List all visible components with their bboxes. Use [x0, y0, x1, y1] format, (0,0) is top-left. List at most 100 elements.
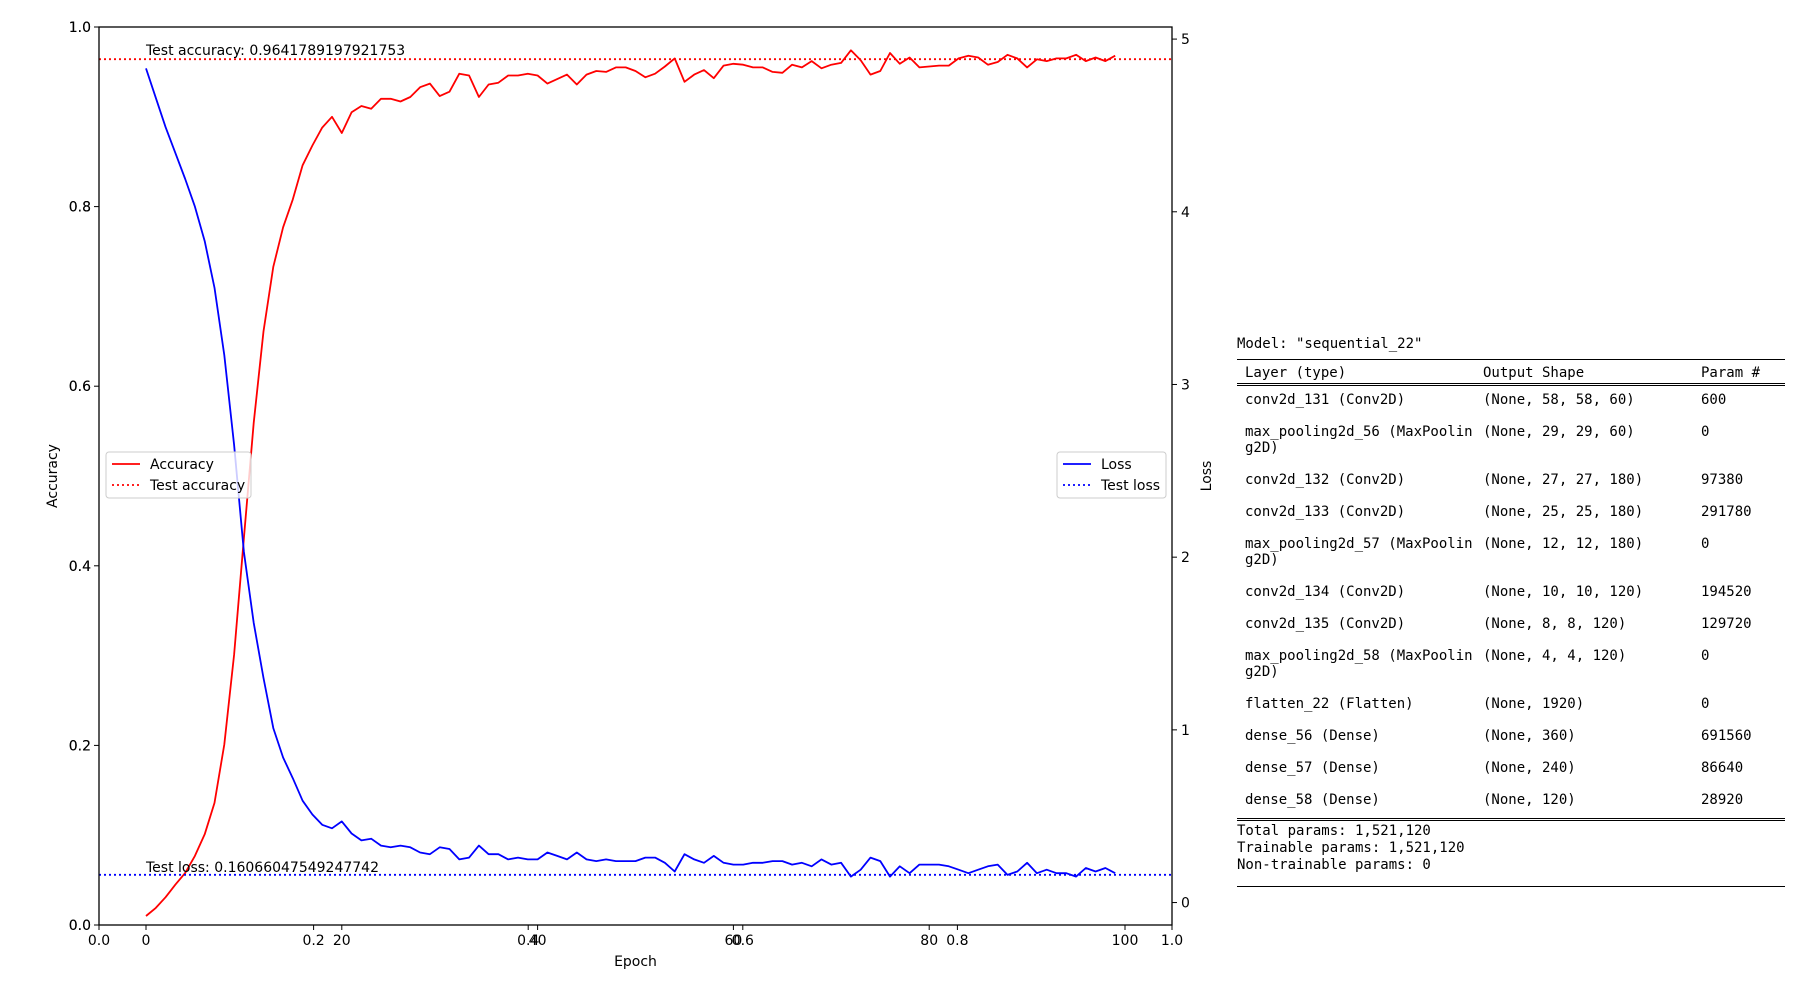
summary-rule-end [1237, 886, 1785, 887]
layer-output-shape: (None, 29, 29, 60) [1483, 424, 1635, 440]
y-left-tick-label: 0.6 [69, 379, 91, 395]
header-layer-type: Layer (type) [1245, 365, 1347, 381]
layer-output-shape: (None, 240) [1483, 760, 1576, 776]
layer-output-shape: (None, 360) [1483, 728, 1576, 744]
test-accuracy-annotation: Test accuracy: 0.9641789197921753 [145, 43, 405, 59]
y-right-axis-label: Loss [1199, 461, 1215, 492]
layer-param-count: 0 [1701, 424, 1710, 440]
x-tick-label: 20 [333, 933, 351, 949]
layer-name: conv2d_134 (Conv2D) [1245, 584, 1406, 600]
overlay-x-tick-label: 0.8 [946, 933, 968, 949]
layer-name: conv2d_133 (Conv2D) [1245, 504, 1406, 520]
loss-line [145, 68, 1116, 878]
legend-right: Loss Test loss [1056, 451, 1167, 499]
summary-layer-row: flatten_22 (Flatten) (None, 1920) 0 [1237, 680, 1785, 712]
legend-label: Test loss [1100, 478, 1160, 494]
y-left-axis-label: Accuracy [45, 444, 61, 508]
layer-param-count: 0 [1701, 648, 1710, 664]
layer-name: conv2d_135 (Conv2D) [1245, 616, 1406, 632]
x-tick-label: 100 [1112, 933, 1139, 949]
layer-name: conv2d_132 (Conv2D) [1245, 472, 1406, 488]
test-loss-annotation: Test loss: 0.16066047549247742 [145, 860, 379, 876]
layer-param-count: 28920 [1701, 792, 1744, 808]
model-title: Model: "sequential_22" [1237, 336, 1423, 352]
layer-param-count: 86640 [1701, 760, 1744, 776]
overlay-x-tick-label: 0.0 [88, 933, 110, 949]
summary-layer-row: conv2d_134 (Conv2D) (None, 10, 10, 120) 19… [1237, 568, 1785, 600]
layer-output-shape: (None, 1920) [1483, 696, 1585, 712]
legend-box [105, 451, 252, 499]
y-left-tick-label: 0.0 [69, 918, 91, 934]
x-axis-label: Epoch [614, 954, 657, 970]
layer-output-shape: (None, 27, 27, 180) [1483, 472, 1644, 488]
summary-layer-row: dense_56 (Dense) (None, 360) 691560 [1237, 712, 1785, 744]
layer-output-shape: (None, 25, 25, 180) [1483, 504, 1644, 520]
total-params: Total params: 1,521,120 [1237, 823, 1431, 839]
layer-param-count: 194520 [1701, 584, 1752, 600]
summary-layer-row: conv2d_132 (Conv2D) (None, 27, 27, 180) 97… [1237, 456, 1785, 488]
y-left-tick-label: 0.8 [69, 200, 91, 216]
legend-label: Accuracy [150, 457, 214, 473]
non-trainable-params: Non-trainable params: 0 [1237, 857, 1431, 873]
layer-output-shape: (None, 8, 8, 120) [1483, 616, 1627, 632]
layer-output-shape: (None, 4, 4, 120) [1483, 648, 1627, 664]
legend-label: Test accuracy [149, 478, 245, 494]
header-param-count: Param # [1701, 365, 1761, 381]
layer-name: dense_57 (Dense) [1245, 760, 1380, 776]
y-left-tick-label: 1.0 [69, 20, 91, 36]
summary-layer-row: max_pooling2d_58 (MaxPoolin g2D) (None, 4… [1237, 632, 1785, 680]
summary-layer-row: conv2d_131 (Conv2D) (None, 58, 58, 60) 600 [1237, 388, 1785, 408]
layer-name: conv2d_131 (Conv2D) [1245, 392, 1406, 408]
summary-rule-top [1237, 359, 1785, 360]
y-right-tick-label: 4 [1181, 205, 1190, 221]
layer-param-count: 0 [1701, 536, 1710, 552]
y-right-tick-label: 0 [1181, 896, 1190, 912]
summary-table: Layer (type) Output Shape Param # [1237, 362, 1785, 383]
summary-layer-row: conv2d_135 (Conv2D) (None, 8, 8, 120) 1297… [1237, 600, 1785, 632]
layer-output-shape: (None, 58, 58, 60) [1483, 392, 1635, 408]
layer-name: max_pooling2d_58 (MaxPoolin g2D) [1245, 648, 1473, 680]
legend-label: Loss [1101, 457, 1132, 473]
layer-output-shape: (None, 12, 12, 180) [1483, 536, 1644, 552]
layer-param-count: 129720 [1701, 616, 1752, 632]
overlay-y-tick-label: 0.4 [69, 559, 91, 575]
summary-totals: Total params: 1,521,120 Trainable params… [1237, 823, 1785, 874]
overlay-x-tick-label: 0.4 [517, 933, 539, 949]
layer-param-count: 0 [1701, 696, 1710, 712]
overlay-y-tick-label: 0.0 [69, 918, 91, 934]
accuracy-line [145, 49, 1116, 917]
summary-layer-row: max_pooling2d_56 (MaxPoolin g2D) (None, 2… [1237, 408, 1785, 456]
overlay-x-tick-label: 0.6 [732, 933, 754, 949]
overlay-y-tick-label: 1.0 [69, 20, 91, 36]
summary-layer-row: max_pooling2d_57 (MaxPoolin g2D) (None, 1… [1237, 520, 1785, 568]
y-right-tick-label: 2 [1181, 550, 1190, 566]
layer-param-count: 97380 [1701, 472, 1744, 488]
summary-layers-table: conv2d_131 (Conv2D) (None, 58, 58, 60) 600… [1237, 388, 1785, 808]
layer-name: flatten_22 (Flatten) [1245, 696, 1414, 712]
x-tick-label: 0 [142, 933, 151, 949]
layer-name: max_pooling2d_56 (MaxPoolin g2D) [1245, 424, 1473, 456]
summary-layer-row: conv2d_133 (Conv2D) (None, 25, 25, 180) 29… [1237, 488, 1785, 520]
y-left-tick-label: 0.4 [69, 559, 91, 575]
layer-name: max_pooling2d_57 (MaxPoolin g2D) [1245, 536, 1473, 568]
legend-left: Accuracy Test accuracy [105, 451, 252, 499]
y-left-tick-label: 0.2 [69, 738, 91, 754]
overlay-x-tick-label: 1.0 [1161, 933, 1183, 949]
summary-layer-row: dense_57 (Dense) (None, 240) 86640 [1237, 744, 1785, 776]
x-tick-label: 80 [920, 933, 938, 949]
y-right-tick-label: 3 [1181, 377, 1190, 393]
summary-header-row: Layer (type) Output Shape Param # [1237, 362, 1785, 383]
trainable-params: Trainable params: 1,521,120 [1237, 840, 1465, 856]
summary-rule-header [1237, 383, 1785, 386]
header-output-shape: Output Shape [1483, 365, 1585, 381]
x-tick-label: 60 [724, 933, 742, 949]
summary-rule-bottom [1237, 818, 1785, 821]
y-right-tick-label: 5 [1181, 32, 1190, 48]
layer-param-count: 691560 [1701, 728, 1752, 744]
layer-output-shape: (None, 10, 10, 120) [1483, 584, 1644, 600]
layer-param-count: 600 [1701, 392, 1727, 408]
overlay-y-tick-label: 0.2 [69, 738, 91, 754]
layer-output-shape: (None, 120) [1483, 792, 1576, 808]
plot-frame [98, 26, 1173, 926]
